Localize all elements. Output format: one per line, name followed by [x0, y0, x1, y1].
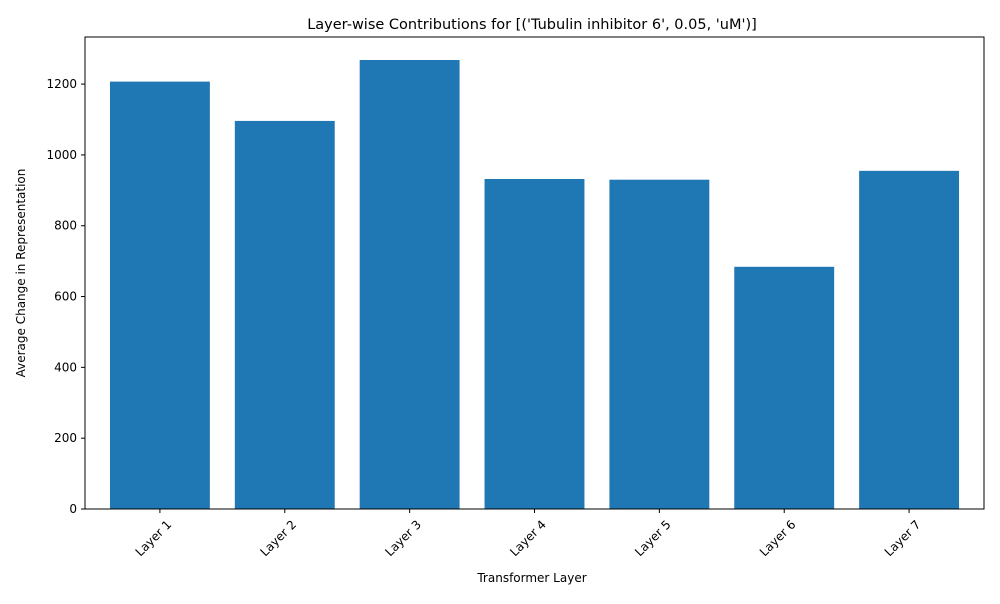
y-axis-label: Average Change in Representation [14, 169, 28, 378]
x-tick-label: Layer 2 [257, 517, 299, 559]
bar-layer-5 [609, 179, 710, 509]
y-tick-label: 1200 [46, 77, 77, 91]
bars-group [109, 60, 960, 510]
x-axis-label: Transformer Layer [476, 571, 586, 585]
bar-layer-7 [859, 170, 960, 509]
bar-layer-6 [734, 266, 835, 509]
x-tick-label: Layer 6 [757, 517, 799, 559]
y-tick-label: 200 [54, 431, 77, 445]
bar-layer-2 [234, 120, 335, 510]
y-tick-label: 800 [54, 219, 77, 233]
x-axis-ticks: Layer 1 Layer 2 Layer 3 Layer 4 Layer 5 Layer… [133, 509, 924, 559]
y-tick-label: 600 [54, 290, 77, 304]
x-tick-label: Layer 7 [882, 517, 924, 559]
chart-title: Layer-wise Contributions for [('Tubulin … [307, 17, 757, 33]
y-axis-ticks: 0 200 400 600 800 1000 1200 [46, 77, 85, 516]
plot-frame [84, 36, 985, 510]
x-tick-label: Layer 3 [382, 517, 424, 559]
x-tick-label: Layer 4 [507, 517, 549, 559]
bar-layer-4 [484, 178, 585, 510]
x-tick-label: Layer 5 [632, 517, 674, 559]
bar-layer-3 [359, 60, 460, 510]
y-tick-label: 0 [69, 502, 77, 516]
y-tick-label: 400 [54, 360, 77, 374]
bar-layer-1 [109, 81, 210, 510]
x-tick-label: Layer 1 [133, 517, 175, 559]
y-tick-label: 1000 [46, 148, 77, 162]
